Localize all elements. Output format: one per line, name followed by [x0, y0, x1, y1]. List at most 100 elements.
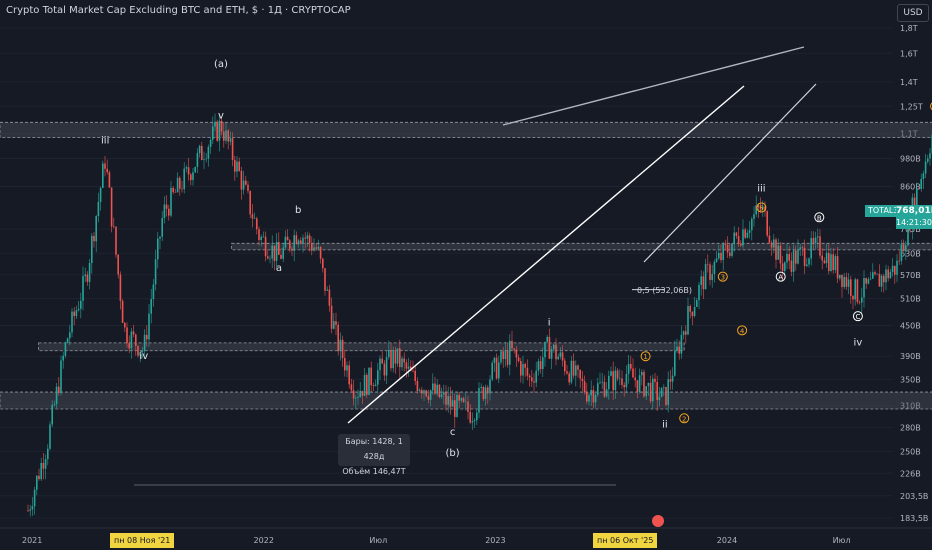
- candle-body: [60, 360, 62, 394]
- candle-body: [757, 205, 760, 208]
- candle-body: [451, 400, 454, 407]
- candle-body: [762, 206, 764, 210]
- candle-body: [806, 264, 808, 266]
- candle-body: [619, 378, 621, 380]
- candle-body: [863, 277, 865, 298]
- wave-label: i: [548, 317, 551, 328]
- candle-body: [548, 336, 551, 359]
- candle-body: [500, 351, 502, 363]
- candle-body: [135, 334, 137, 346]
- candle-body: [660, 387, 663, 397]
- candle-body: [509, 340, 511, 365]
- candle-body: [744, 229, 746, 238]
- wave-label: iv: [139, 351, 148, 362]
- candle-body: [324, 268, 326, 291]
- candle-body: [460, 398, 463, 401]
- candle-body: [38, 475, 40, 480]
- candle-body: [484, 387, 487, 400]
- candle-body: [482, 386, 485, 400]
- candle-body: [627, 363, 630, 375]
- candle-body: [337, 324, 339, 352]
- candle-body: [630, 363, 632, 369]
- candle-body: [106, 168, 108, 173]
- candle-body: [247, 184, 249, 191]
- candle-body: [172, 187, 174, 193]
- candle-body: [687, 306, 689, 335]
- candle-body: [742, 229, 744, 246]
- wave-circled-label: 2: [682, 415, 686, 423]
- candle-body: [924, 161, 927, 174]
- candle-body: [498, 362, 500, 379]
- candle-body: [372, 385, 375, 387]
- candle-body: [836, 256, 839, 279]
- candle-body: [203, 159, 205, 160]
- candle-body: [315, 247, 317, 249]
- candle-body: [546, 336, 548, 342]
- candle-body: [865, 277, 867, 284]
- candle-body: [768, 235, 771, 243]
- candle-body: [412, 370, 414, 372]
- wave-circle: [640, 351, 651, 362]
- y-tick-label: 183,5B: [900, 514, 928, 523]
- candle-body: [238, 161, 240, 171]
- candle-body: [709, 264, 711, 280]
- candle-body: [693, 306, 696, 316]
- candle-body: [95, 215, 97, 242]
- wave-label: c: [450, 427, 456, 438]
- candle-body: [803, 247, 806, 266]
- candle-body: [113, 226, 115, 228]
- candle-body: [69, 332, 71, 339]
- candle-body: [891, 265, 894, 272]
- y-tick-label: 250B: [900, 448, 921, 457]
- candle-body: [922, 173, 925, 179]
- wave-circled-label: A: [778, 274, 783, 282]
- candle-body: [256, 218, 258, 230]
- candle-body: [429, 390, 432, 400]
- candle-body: [707, 263, 709, 265]
- candle-body: [788, 253, 790, 261]
- wave-circle: [737, 325, 748, 336]
- candle-body: [176, 177, 179, 193]
- candle-body: [49, 424, 51, 449]
- candle-body: [555, 344, 557, 360]
- candle-body: [218, 120, 221, 141]
- candle-body: [456, 394, 458, 417]
- x-tick-label: 2022: [254, 536, 274, 545]
- candle-body: [75, 310, 78, 317]
- candle-body: [223, 131, 225, 141]
- candle-body: [489, 379, 491, 394]
- candle-body: [207, 146, 210, 159]
- candle-body: [729, 252, 731, 256]
- candle-body: [511, 340, 513, 349]
- candle-body: [524, 364, 526, 368]
- candle-body: [755, 205, 757, 215]
- candle-body: [33, 489, 36, 507]
- candle-body: [605, 389, 608, 397]
- wave-label: iv: [854, 337, 863, 348]
- candle-body: [260, 236, 262, 241]
- candle-body: [262, 236, 265, 238]
- candle-body: [885, 269, 887, 283]
- candle-body: [344, 358, 346, 371]
- candle-body: [346, 365, 348, 371]
- wave-circle: [679, 413, 690, 424]
- candle-body: [284, 236, 287, 248]
- candle-body: [522, 364, 524, 376]
- candle-body: [465, 401, 467, 403]
- candle-body: [258, 229, 260, 241]
- y-tick-label: 630B: [900, 249, 921, 258]
- candle-body: [289, 240, 291, 249]
- candle-body: [671, 375, 674, 382]
- candle-body: [918, 188, 920, 189]
- currency-button[interactable]: USD: [897, 4, 929, 22]
- candle-body: [667, 379, 669, 405]
- wave-label: a: [276, 263, 282, 274]
- candle-body: [121, 300, 124, 323]
- candle-body: [341, 339, 344, 359]
- candle-body: [764, 206, 766, 212]
- wave-circle: [775, 271, 786, 282]
- candle-body: [898, 260, 900, 262]
- wave-circled-label: 5: [759, 204, 763, 212]
- candle-body: [812, 238, 815, 243]
